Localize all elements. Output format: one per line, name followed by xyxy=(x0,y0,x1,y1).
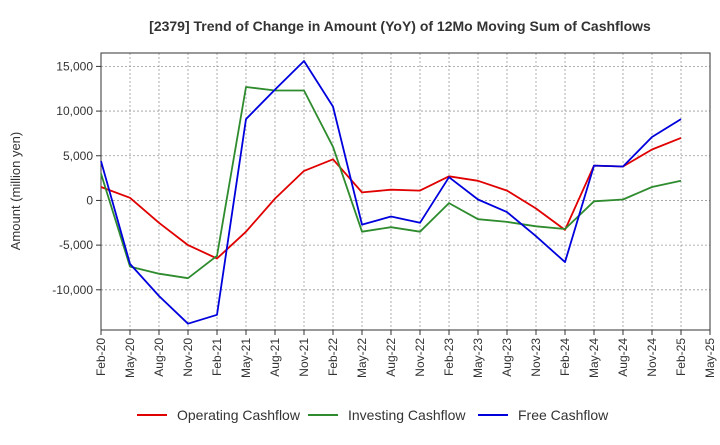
x-tick-label: May-23 xyxy=(471,338,485,378)
x-tick-label: Aug-20 xyxy=(152,338,166,377)
x-tick-label: Aug-24 xyxy=(616,338,630,377)
y-tick-label: -5,000 xyxy=(59,238,93,252)
y-tick-label: 5,000 xyxy=(63,149,93,163)
x-tick-label: May-21 xyxy=(239,338,253,378)
series-line-free-cashflow xyxy=(100,60,682,325)
y-axis-label: Amount (million yen) xyxy=(8,132,23,251)
axes: 15,000 10,000 5,000 0 -5,000 -10,000 Feb-20 May… xyxy=(52,52,717,378)
y-tick-label: 10,000 xyxy=(56,104,93,118)
y-tick-label: -10,000 xyxy=(52,283,93,297)
series-lines xyxy=(100,60,682,325)
x-tick-label: Feb-24 xyxy=(558,338,572,376)
x-tick-label: Nov-23 xyxy=(529,338,543,377)
x-tick-label: Feb-21 xyxy=(210,338,224,376)
x-tick-label: May-20 xyxy=(123,338,137,378)
plot-frame xyxy=(100,52,711,331)
legend: Operating Cashflow Investing Cashflow Free… xyxy=(137,407,609,423)
chart-title: [2379] Trend of Change in Amount (YoY) o… xyxy=(149,18,651,34)
grid-lines xyxy=(101,53,710,330)
x-tick-label: Aug-21 xyxy=(268,338,282,377)
x-tick-label: Nov-22 xyxy=(413,338,427,377)
x-tick-label: Aug-23 xyxy=(500,338,514,377)
x-tick-label: Nov-24 xyxy=(645,338,659,377)
x-tick-label: Feb-20 xyxy=(94,338,108,376)
x-tick-label: Feb-22 xyxy=(326,338,340,376)
y-tick-label: 15,000 xyxy=(56,59,93,73)
legend-label-investing-cashflow: Investing Cashflow xyxy=(348,407,466,423)
legend-label-free-cashflow: Free Cashflow xyxy=(518,407,609,423)
x-tick-label: May-22 xyxy=(355,338,369,378)
x-tick-label: Aug-22 xyxy=(384,338,398,377)
series-line-investing-cashflow xyxy=(100,86,682,280)
x-tick-label: Nov-21 xyxy=(297,338,311,377)
x-tick-label: Nov-20 xyxy=(181,338,195,377)
x-tick-label: May-24 xyxy=(587,338,601,378)
x-tick-label: Feb-23 xyxy=(442,338,456,376)
x-tick-label: Feb-25 xyxy=(674,338,688,376)
legend-label-operating-cashflow: Operating Cashflow xyxy=(177,407,301,423)
series-line-operating-cashflow xyxy=(100,137,682,260)
x-tick-label: May-25 xyxy=(703,338,717,378)
y-tick-label: 0 xyxy=(86,193,93,207)
